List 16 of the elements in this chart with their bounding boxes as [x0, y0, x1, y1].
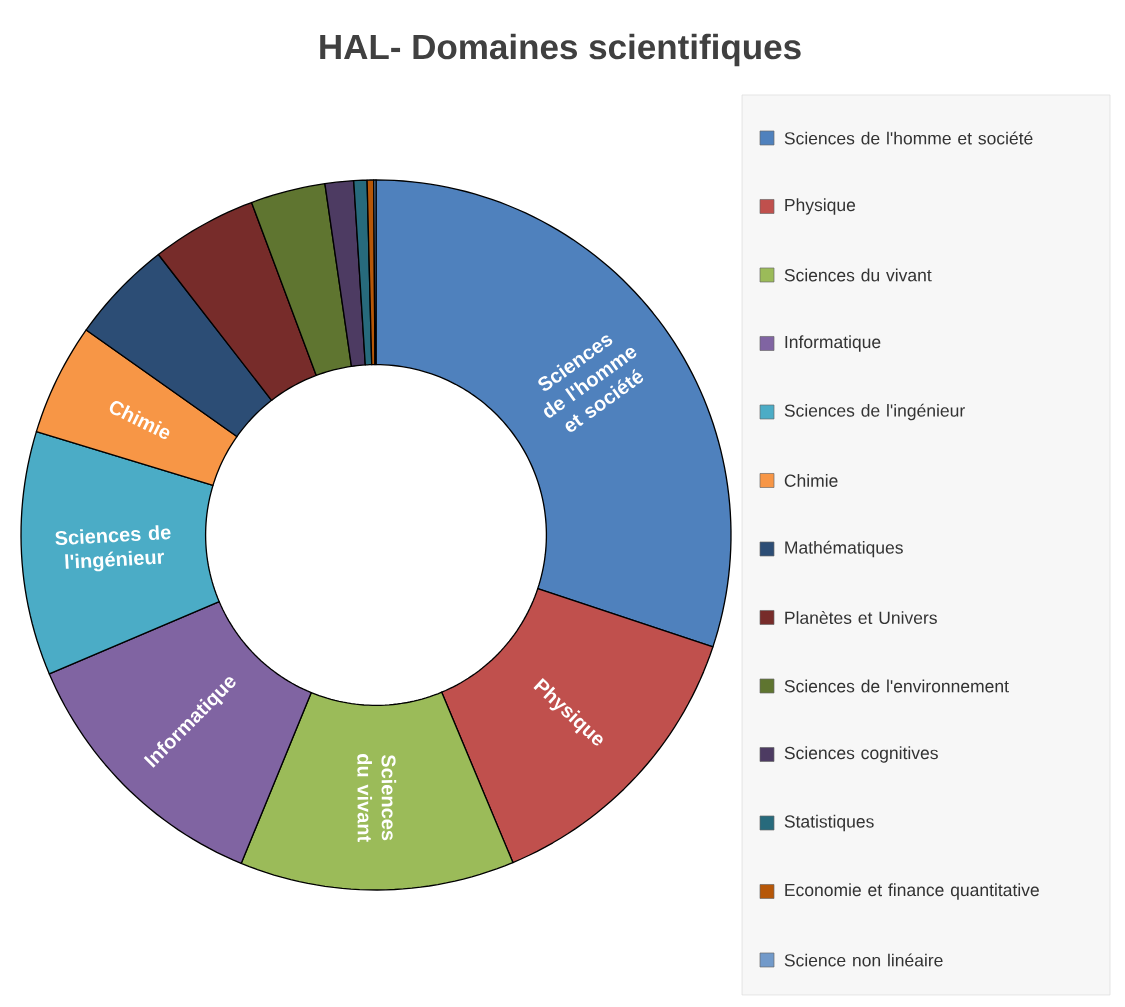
legend-label: Economie et finance quantitative [785, 883, 1039, 900]
legend-label: Sciences du vivant [784, 268, 932, 282]
legend-label: Sciences de l'homme et société [784, 131, 1033, 145]
legend-label: Physique [785, 198, 856, 215]
legend-label: Statistiques [784, 814, 874, 832]
slice-label: Sciences du vivant [357, 754, 397, 842]
slice-label: Sciences de l'ingénieur [55, 525, 171, 572]
legend-label: Mathématiques [785, 540, 903, 558]
legend-label: Planètes et Univers [785, 610, 937, 625]
legend-label: Chimie [784, 474, 838, 487]
legend-label: Science non linéaire [784, 953, 943, 967]
legend-label: Sciences de l'environnement [784, 679, 1009, 693]
legend-label: Sciences de l'ingénieur [784, 403, 965, 421]
legend-label: Informatique [785, 335, 881, 352]
chart-title: HAL- Domaines scientifiques [320, 33, 801, 67]
legend-label: Sciences cognitives [784, 746, 938, 763]
